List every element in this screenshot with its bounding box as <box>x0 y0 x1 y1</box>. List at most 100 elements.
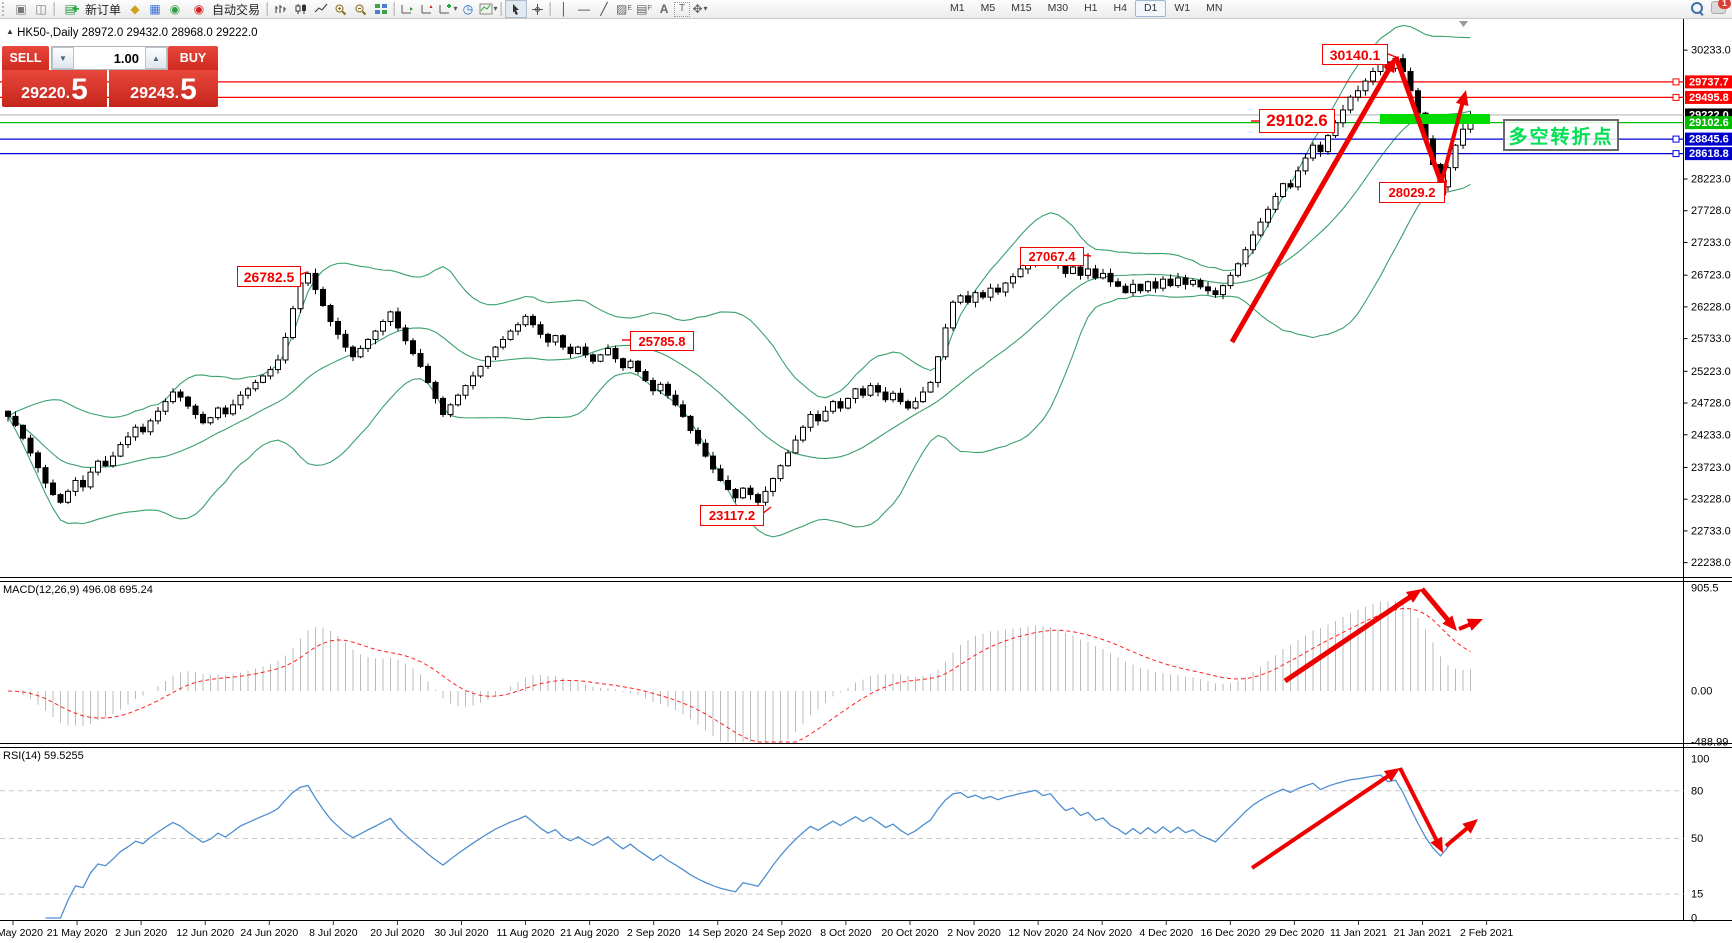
tile-windows-icon[interactable] <box>371 1 391 17</box>
crosshair-tool-icon[interactable] <box>527 1 547 17</box>
candle-body <box>665 383 671 396</box>
level-line-marker[interactable] <box>1672 78 1680 86</box>
trendline-tool-icon[interactable]: ╱ <box>600 2 608 16</box>
timeframe-m1[interactable]: M1 <box>950 2 965 14</box>
timeframe-m5[interactable]: M5 <box>980 2 996 14</box>
shapes-tool-icon[interactable]: ✥ ▾ <box>692 2 708 16</box>
fibonacci-tool-icon[interactable]: ▤ F <box>636 2 652 16</box>
eraser-icon[interactable]: ◆ <box>130 2 140 16</box>
market-watch-icon[interactable]: ▦ <box>149 2 161 16</box>
buy-button[interactable]: BUY <box>168 46 218 70</box>
price-annotation-box[interactable]: 29102.6 <box>1259 109 1335 133</box>
auto-trading-button[interactable]: ◉ 自动交易 <box>185 1 264 17</box>
new-window-icon[interactable]: ▣ <box>15 2 27 16</box>
candle-body <box>875 385 881 393</box>
candle-body <box>672 394 679 406</box>
bar-chart-icon[interactable] <box>271 1 291 17</box>
buy-price[interactable]: 29243. 5 <box>109 70 218 107</box>
rsi-axis-label: 50 <box>1691 833 1703 845</box>
timeframe-h1[interactable]: H1 <box>1084 2 1098 14</box>
line-chart-icon[interactable] <box>311 1 331 17</box>
clock-icon[interactable]: ◷ <box>462 2 474 16</box>
trend-arrow-line[interactable] <box>1283 591 1416 684</box>
candle-body <box>357 347 364 358</box>
new-order-button[interactable]: ▤ ✚ 新订单 <box>58 1 125 17</box>
timeframe-m30[interactable]: M30 <box>1047 2 1069 14</box>
auto-scroll-icon[interactable] <box>398 1 418 17</box>
price-annotation-box[interactable]: 25785.8 <box>630 331 694 351</box>
macd-label: MACD(12,26,9) 496.08 695.24 <box>3 584 153 596</box>
vertical-line-tool-icon[interactable]: │ <box>560 2 568 16</box>
volume-value[interactable]: 1.00 <box>113 50 139 66</box>
price-annotation-box[interactable]: 30140.1 <box>1322 44 1388 65</box>
candle-body <box>207 417 214 424</box>
new-chart-icon[interactable]: ▾ <box>438 1 458 17</box>
sell-price[interactable]: 29220. 5 <box>2 70 107 107</box>
candlesticks <box>5 53 1474 507</box>
price-annotation-box[interactable]: 28029.2 <box>1379 182 1445 203</box>
price-annotation-box[interactable]: 26782.5 <box>237 266 301 287</box>
chart-shift-icon[interactable] <box>418 1 438 17</box>
chart-profile-icon[interactable]: ◫ <box>35 2 47 16</box>
trend-arrow-line[interactable] <box>1229 63 1394 344</box>
notifications-icon[interactable]: 1 <box>1711 0 1731 14</box>
price-tick-label: 25733.0 <box>1691 333 1731 345</box>
horizontal-line-tool-icon[interactable]: — <box>578 2 591 16</box>
text-tool-icon[interactable]: A <box>659 2 669 16</box>
volume-increase-button[interactable]: ▲ <box>145 47 167 69</box>
candle-body <box>1460 128 1466 146</box>
candle-body <box>410 340 416 355</box>
zoom-in-icon[interactable] <box>331 1 351 17</box>
candle-body <box>687 415 694 431</box>
level-line-marker[interactable] <box>1672 93 1680 101</box>
timeframe-m15[interactable]: M15 <box>1011 2 1032 14</box>
sell-button[interactable]: SELL <box>2 46 49 70</box>
candlestick-chart-icon[interactable] <box>291 1 311 17</box>
level-line-marker[interactable] <box>1672 150 1680 158</box>
text-label-tool-icon[interactable]: T <box>674 1 691 17</box>
turning-point-label[interactable]: 多空转折点 <box>1503 119 1619 151</box>
trend-arrow-line[interactable] <box>1420 587 1454 626</box>
trend-arrow-line[interactable] <box>1393 56 1446 189</box>
signal-icon[interactable]: ◉ <box>169 2 181 16</box>
candle-body <box>657 383 664 392</box>
candle-body <box>1085 268 1091 276</box>
zoom-out-icon[interactable] <box>351 1 371 17</box>
trend-arrow-line[interactable] <box>1250 771 1394 870</box>
timeframe-w1[interactable]: W1 <box>1174 2 1191 14</box>
price-annotation-box[interactable]: 27067.4 <box>1020 247 1084 266</box>
trend-arrow-line[interactable] <box>1439 98 1466 185</box>
auto-trading-label: 自动交易 <box>212 2 261 17</box>
price-level-label-bg <box>1685 132 1732 146</box>
date-label: 24 Sep 2020 <box>752 927 812 939</box>
candle-body <box>710 455 716 470</box>
date-label: 20 Oct 2020 <box>881 927 938 939</box>
candle-body <box>1280 183 1286 198</box>
macd-panel <box>7 601 1471 743</box>
search-icon[interactable] <box>1691 1 1704 16</box>
level-line-marker[interactable] <box>1672 135 1680 143</box>
trend-arrow-line[interactable] <box>1398 767 1441 846</box>
cursor-tool-icon[interactable] <box>505 0 528 18</box>
support-highlight-band[interactable] <box>1380 114 1490 124</box>
templates-icon[interactable]: ▾ <box>478 1 498 17</box>
candle-body <box>612 347 619 360</box>
timeframe-d1[interactable]: D1 <box>1134 0 1167 17</box>
rsi-axis-label: 80 <box>1691 785 1703 797</box>
candle-body <box>132 426 139 438</box>
candle-body <box>500 338 506 348</box>
timeframe-h4[interactable]: H4 <box>1113 2 1127 14</box>
trend-arrow-head <box>1455 90 1469 107</box>
toolbar-drag-handle[interactable] <box>2 2 9 16</box>
price-annotation-box[interactable]: 23117.2 <box>700 505 764 526</box>
timeframe-mn[interactable]: MN <box>1206 2 1223 14</box>
rsi-panel <box>0 774 1684 919</box>
candle-body <box>402 327 409 342</box>
candle-body <box>155 410 161 422</box>
volume-decrease-button[interactable]: ▼ <box>52 47 74 69</box>
candle-body <box>455 394 461 406</box>
equidistant-channel-tool-icon[interactable]: ▨ E <box>616 2 633 16</box>
candle-body <box>590 354 596 362</box>
trend-arrow-head <box>1405 589 1422 603</box>
